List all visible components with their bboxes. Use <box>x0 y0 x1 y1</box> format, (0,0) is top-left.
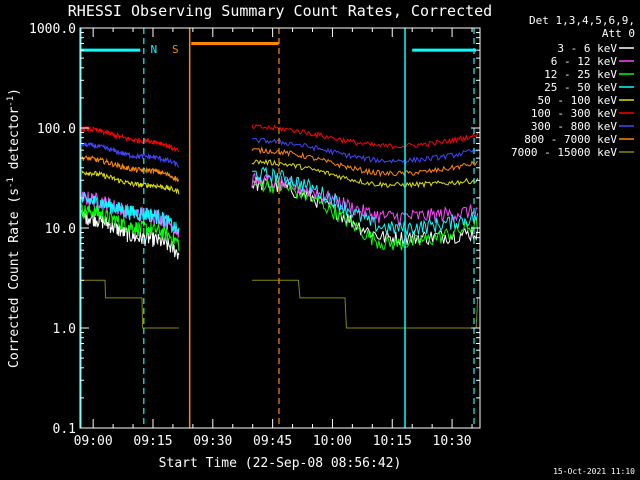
series-line-1 <box>81 170 180 195</box>
y-label-part-3: ) <box>7 88 22 96</box>
legend-label: 6 - 12 keV <box>551 55 618 68</box>
y-label-part-2: detector <box>7 107 22 178</box>
series-line-1 <box>81 154 180 183</box>
series-line-2 <box>251 146 479 178</box>
legend-header-attenuator: Att 0 <box>602 27 635 40</box>
legend-label: 300 - 800 keV <box>531 120 617 133</box>
series-line-1 <box>81 125 180 153</box>
series-line-2 <box>251 158 479 189</box>
legend-label: 3 - 6 keV <box>557 42 617 55</box>
x-axis-label: Start Time (22-Sep-08 08:56:42) <box>159 456 402 471</box>
y-label-part-1: Corrected Count Rate (s <box>7 188 22 368</box>
x-tick-label: 10:15 <box>373 434 412 449</box>
x-tick-label: 09:30 <box>193 434 232 449</box>
axes-layer: 1000.0 100.0 10.0 1.0 0.109:00 09:15 09:30 09:4… <box>29 22 480 449</box>
y-label-sup-1: -1 <box>6 177 16 188</box>
legend-label: 50 - 100 keV <box>538 94 618 107</box>
x-tick-label: 09:15 <box>133 434 172 449</box>
legend-label: 100 - 300 keV <box>531 107 617 120</box>
series-line-1 <box>81 210 180 260</box>
y-tick-label: 1.0 <box>53 322 76 337</box>
chart-title: RHESSI Observing Summary Count Rates, Co… <box>68 2 492 20</box>
series-line-1 <box>82 279 179 329</box>
y-tick-label: 1000.0 <box>29 22 76 37</box>
legend-label: 12 - 25 keV <box>544 68 617 81</box>
y-tick-label: 100.0 <box>37 122 76 137</box>
series-line-1 <box>81 191 180 238</box>
x-tick-label: 10:00 <box>313 434 352 449</box>
series-line-2 <box>251 166 479 236</box>
series-line-1 <box>81 204 180 251</box>
y-axis-label: Corrected Count Rate (s-1 detector-1) <box>6 88 22 368</box>
series-line-2 <box>251 137 478 164</box>
legend-label: 25 - 50 keV <box>544 81 617 94</box>
timestamp: 15-Oct-2021 11:10 <box>553 467 635 476</box>
series-line-2 <box>251 175 479 251</box>
x-tick-label: 10:30 <box>433 434 472 449</box>
y-label-sup-2: -1 <box>6 96 16 107</box>
x-tick-label: 09:00 <box>74 434 113 449</box>
state-marker: S <box>172 43 179 56</box>
legend-header-detectors: Det 1,3,4,5,6,9, <box>529 14 635 27</box>
legend-label: 7000 - 15000 keV <box>511 146 617 159</box>
y-tick-label: 0.1 <box>53 422 76 437</box>
y-tick-label: 10.0 <box>45 222 76 237</box>
data-layer <box>81 124 479 329</box>
x-tick-label: 09:45 <box>253 434 292 449</box>
series-line-2 <box>251 279 479 329</box>
series-line-1 <box>81 142 179 168</box>
series-line-1 <box>81 191 180 236</box>
series-line-2 <box>251 124 479 150</box>
legend-label: 800 - 7000 keV <box>524 133 617 146</box>
state-marker: N <box>150 43 157 56</box>
